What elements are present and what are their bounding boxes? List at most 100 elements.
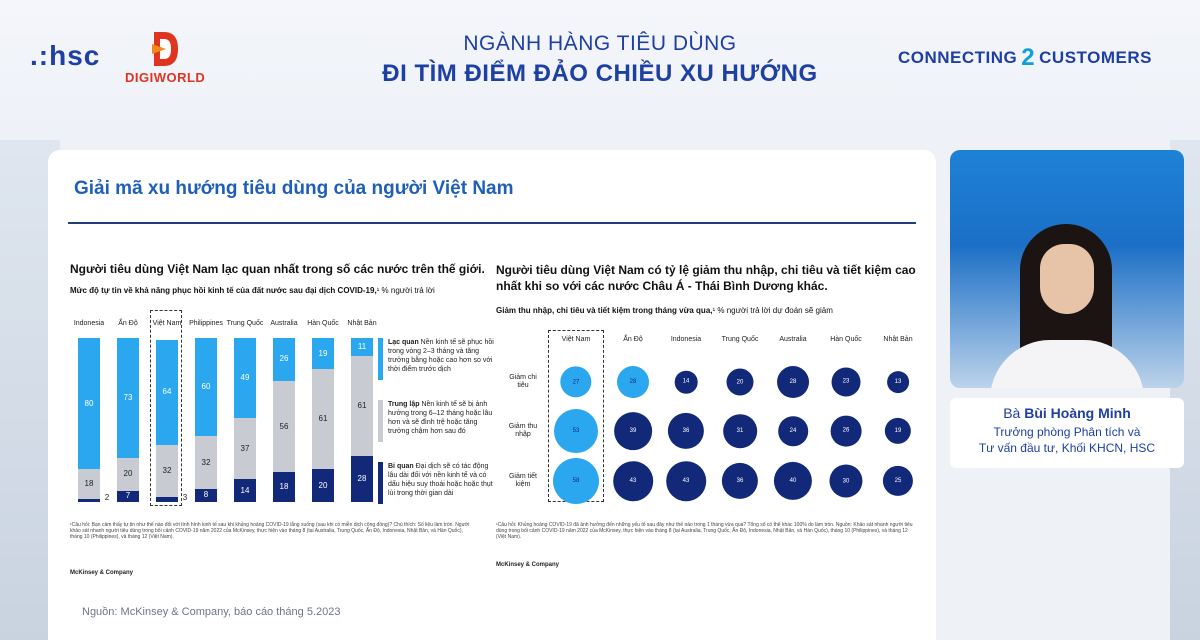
bar-value-label: 49 — [240, 373, 250, 383]
country-label: Việt Nam — [152, 320, 182, 327]
left-footnote: ¹Câu hỏi: Bạn cảm thấy tự tin như thế nà… — [70, 522, 470, 540]
speaker-video — [950, 150, 1184, 388]
bubble-mark: 36 — [721, 462, 759, 500]
bubble-mark: 43 — [613, 461, 653, 501]
vietnam-highlight-box — [150, 310, 182, 506]
tagline-2-icon: 2 — [1021, 44, 1036, 71]
bar-value-label: 18 — [84, 478, 94, 488]
bubble-column-label: Trung Quốc — [721, 336, 759, 343]
legend-item: Trung lập Nền kinh tế sẽ bị ảnh hưởng tr… — [378, 400, 498, 442]
bar-value-label: 60 — [201, 382, 211, 392]
speaker-name-bold: Bùi Hoàng Minh — [1024, 405, 1131, 421]
bubble-mark: 26 — [830, 415, 862, 447]
bar-segment — [195, 338, 217, 437]
legend-item: Lạc quan Nền kinh tế sẽ phục hồi trong v… — [378, 338, 498, 380]
digiworld-logo: DIGIWORLD — [125, 30, 205, 92]
event-title-line2: ĐI TÌM ĐIỂM ĐẢO CHIỀU XU HƯỚNG — [382, 60, 818, 87]
speaker-role-line2: Tư vấn đầu tư, Khối KHCN, HSC — [978, 441, 1156, 455]
legend-text: Bi quan Đại dịch sẽ có tác động lâu dài … — [378, 462, 498, 498]
left-brand: McKinsey & Company — [70, 570, 134, 576]
bar-value-label: 19 — [318, 348, 328, 358]
bubble-row-label: Giảm tiết kiệm — [508, 473, 537, 488]
bubble-mark: 31 — [723, 414, 757, 448]
bubble-mark: 53 — [554, 409, 598, 453]
bubble-mark: 30 — [829, 464, 863, 498]
bar-segment — [156, 339, 178, 445]
bubble-mark: 14 — [674, 370, 698, 394]
bar-value-label: 20 — [123, 469, 133, 479]
bar-segment — [117, 457, 139, 491]
legend-swatch — [378, 462, 383, 504]
bubble-mark: 25 — [882, 465, 914, 497]
bar-value-label: 7 — [125, 491, 131, 501]
country-label: Trung Quốc — [226, 320, 264, 327]
country-label: Philippines — [189, 320, 223, 327]
right-brand: McKinsey & Company — [496, 562, 560, 568]
right-chart-heading: Người tiêu dùng Việt Nam có tỷ lệ giảm t… — [496, 263, 916, 293]
bar-segment — [351, 338, 373, 357]
bubble-mark: 43 — [666, 461, 706, 501]
header-banner: .:hsc DIGIWORLD NGÀNH HÀNG TIÊU DÙNG ĐI … — [0, 0, 1200, 135]
bubble-mark: 28 — [617, 366, 649, 398]
bar-segment — [156, 497, 178, 502]
hsc-logo: .:hsc — [30, 40, 101, 71]
legend-swatch — [378, 400, 383, 442]
bubble-column-label: Việt Nam — [561, 336, 591, 343]
bar-segment — [234, 479, 256, 502]
bar-segment — [78, 469, 100, 499]
bubble-column-label: Hàn Quốc — [830, 336, 862, 343]
tagline-left: CONNECTING — [898, 48, 1018, 67]
bar-value-label: 73 — [123, 392, 133, 402]
bar-segment — [234, 338, 256, 419]
bar-value-label: 14 — [240, 485, 250, 495]
bar-value-label: 28 — [357, 474, 367, 484]
country-label: Ấn Độ — [118, 320, 138, 327]
legend-text: Trung lập Nền kinh tế sẽ bị ảnh hưởng tr… — [378, 400, 498, 436]
speaker-face — [1040, 244, 1094, 314]
bar-segment — [312, 469, 334, 502]
event-title-line1: NGÀNH HÀNG TIÊU DÙNG — [463, 32, 737, 55]
bubble-mark: 28 — [777, 366, 809, 398]
right-footnote: ¹Câu hỏi: Khủng hoảng COVID-19 đã ảnh hư… — [496, 522, 913, 540]
legend-item: Bi quan Đại dịch sẽ có tác động lâu dài … — [378, 462, 498, 504]
bar-value-label: 8 — [203, 490, 209, 500]
digiworld-d-icon — [152, 32, 178, 66]
legend-title: Lạc quan — [388, 339, 419, 346]
bubble-mark: 23 — [831, 367, 861, 397]
slide-title: Giải mã xu hướng tiêu dùng của người Việ… — [74, 178, 514, 199]
tagline-right: CUSTOMERS — [1039, 48, 1152, 67]
digiworld-wordmark: DIGIWORLD — [125, 70, 206, 85]
bar-segment — [78, 338, 100, 470]
bubble-column-label: Indonesia — [670, 336, 702, 343]
bar-segment — [351, 356, 373, 457]
bubble-row-label: Giảm chi tiêu — [509, 374, 537, 389]
bar-value-label: 11 — [357, 342, 367, 352]
legend-text: Lạc quan Nền kinh tế sẽ phục hồi trong v… — [378, 338, 498, 374]
bar-segment — [78, 498, 100, 502]
country-label: Hàn Quốc — [307, 320, 339, 327]
bar-value-label: 3 — [182, 493, 188, 502]
bar-segment — [273, 472, 295, 502]
left-chart-subtitle: Mức độ tự tin về khả năng phục hồi kinh … — [70, 286, 435, 295]
bubble-column-label: Ấn Độ — [623, 336, 643, 343]
bar-value-label: 2 — [104, 493, 110, 502]
bubble-mark: 13 — [887, 371, 909, 393]
bubble-mark: 24 — [778, 416, 808, 446]
tagline: CONNECTING 2 CUSTOMERS — [898, 44, 1152, 72]
bar-value-label: 61 — [318, 414, 328, 424]
bubble-row-label: Giảm thu nhập — [508, 423, 538, 438]
speaker-role-line1: Trưởng phòng Phân tích và — [993, 425, 1141, 439]
bar-segment — [351, 456, 373, 502]
bar-value-label: 61 — [357, 401, 367, 411]
bar-value-label: 37 — [240, 443, 250, 453]
bar-value-label: 32 — [201, 457, 211, 467]
right-sub-rest: ¹ % người trả lời dự đoán sẽ giảm — [712, 306, 833, 315]
bar-segment — [117, 338, 139, 458]
bar-segment — [312, 369, 334, 470]
legend-title: Trung lập — [388, 401, 420, 408]
title-divider — [68, 222, 916, 224]
bubble-mark: 20 — [726, 368, 754, 396]
bar-value-label: 64 — [162, 387, 172, 397]
bar-value-label: 20 — [318, 480, 328, 490]
legend-title: Bi quan — [388, 463, 414, 470]
